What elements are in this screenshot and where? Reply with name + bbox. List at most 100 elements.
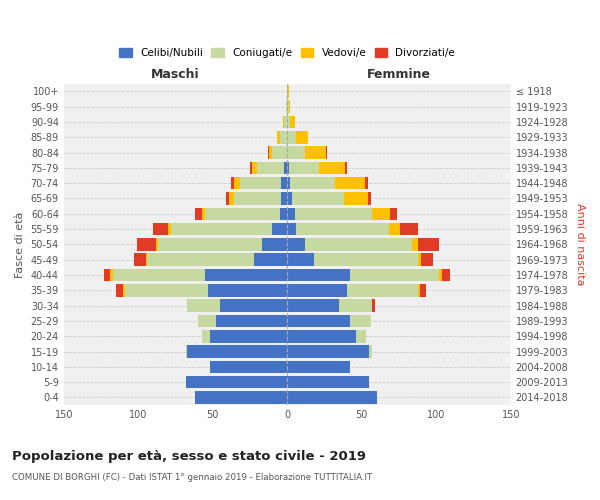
Bar <box>290 116 295 128</box>
Bar <box>287 376 369 388</box>
Bar <box>289 100 290 113</box>
Bar <box>280 208 287 220</box>
Bar <box>292 192 344 205</box>
Bar <box>210 330 287 342</box>
Bar <box>104 269 110 281</box>
Bar <box>439 269 442 281</box>
Bar <box>350 314 371 327</box>
Bar <box>277 131 280 143</box>
Bar <box>187 300 220 312</box>
Bar <box>239 177 281 190</box>
Bar <box>418 284 420 296</box>
Bar <box>251 162 257 174</box>
Bar <box>110 269 113 281</box>
Bar <box>287 162 289 174</box>
Bar <box>202 208 205 220</box>
Bar <box>195 391 287 404</box>
Bar <box>205 208 280 220</box>
Bar <box>347 284 418 296</box>
Bar <box>158 238 262 250</box>
Bar <box>186 346 187 358</box>
Bar <box>272 223 287 235</box>
Bar <box>125 284 208 296</box>
Bar <box>296 223 389 235</box>
Bar <box>326 146 328 159</box>
Bar <box>287 238 305 250</box>
Bar <box>254 254 287 266</box>
Bar <box>287 300 340 312</box>
Bar <box>268 146 269 159</box>
Bar <box>284 162 287 174</box>
Bar <box>296 131 308 143</box>
Bar <box>284 116 287 128</box>
Bar <box>287 284 347 296</box>
Bar <box>208 284 287 296</box>
Bar <box>202 330 210 342</box>
Bar <box>289 162 319 174</box>
Bar <box>233 192 281 205</box>
Bar <box>314 254 418 266</box>
Bar <box>290 177 335 190</box>
Bar <box>287 254 314 266</box>
Bar <box>156 238 158 250</box>
Bar <box>153 223 168 235</box>
Text: Popolazione per età, sesso e stato civile - 2019: Popolazione per età, sesso e stato civil… <box>12 450 366 463</box>
Bar <box>287 131 296 143</box>
Bar <box>335 177 365 190</box>
Bar <box>286 100 287 113</box>
Bar <box>369 346 372 358</box>
Bar <box>272 146 287 159</box>
Bar <box>418 238 439 250</box>
Bar <box>442 269 449 281</box>
Bar <box>137 238 156 250</box>
Bar <box>220 300 287 312</box>
Y-axis label: Fasce di età: Fasce di età <box>15 211 25 278</box>
Bar <box>283 116 284 128</box>
Bar <box>287 116 290 128</box>
Bar <box>280 131 287 143</box>
Bar <box>210 360 287 373</box>
Bar <box>356 330 366 342</box>
Bar <box>287 85 289 98</box>
Bar <box>281 177 287 190</box>
Bar <box>287 360 350 373</box>
Text: COMUNE DI BORGHI (FC) - Dati ISTAT 1° gennaio 2019 - Elaborazione TUTTITALIA.IT: COMUNE DI BORGHI (FC) - Dati ISTAT 1° ge… <box>12 472 372 482</box>
Bar <box>233 177 239 190</box>
Bar <box>186 376 287 388</box>
Bar <box>287 100 289 113</box>
Bar <box>171 223 272 235</box>
Bar <box>187 346 287 358</box>
Bar <box>319 162 346 174</box>
Bar <box>418 254 421 266</box>
Bar <box>250 162 251 174</box>
Bar <box>216 314 287 327</box>
Bar <box>146 254 147 266</box>
Bar <box>372 300 375 312</box>
Bar <box>226 192 229 205</box>
Bar <box>340 300 372 312</box>
Bar <box>412 238 418 250</box>
Bar <box>400 223 418 235</box>
Bar <box>287 391 377 404</box>
Bar <box>389 223 400 235</box>
Bar <box>368 192 371 205</box>
Bar <box>287 177 290 190</box>
Bar <box>287 346 369 358</box>
Bar <box>365 177 368 190</box>
Bar <box>421 254 433 266</box>
Bar <box>390 208 397 220</box>
Bar <box>350 269 439 281</box>
Text: Maschi: Maschi <box>151 68 200 82</box>
Bar <box>134 254 146 266</box>
Bar <box>195 208 202 220</box>
Bar <box>205 269 287 281</box>
Bar <box>147 254 254 266</box>
Bar <box>113 269 205 281</box>
Bar <box>420 284 426 296</box>
Bar <box>281 192 287 205</box>
Bar <box>116 284 124 296</box>
Bar <box>295 208 372 220</box>
Bar <box>287 314 350 327</box>
Bar <box>346 162 347 174</box>
Text: Femmine: Femmine <box>367 68 431 82</box>
